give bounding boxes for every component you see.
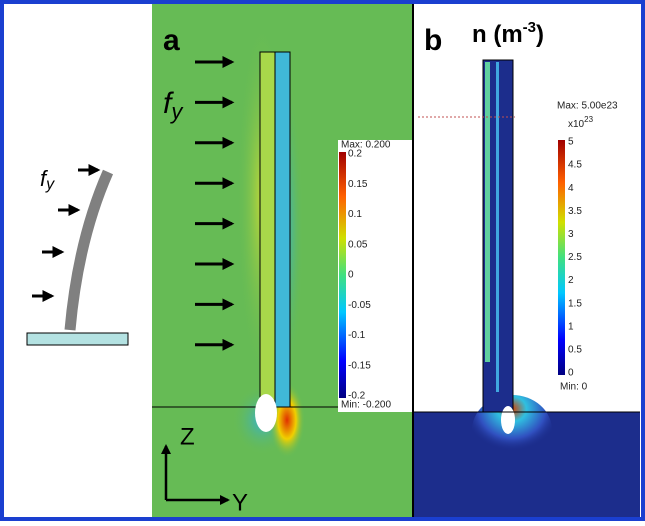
colorbar-tick: 0.5 [568,345,582,356]
colorbar-tick: 4.5 [568,160,582,171]
colorbar-tick: 0.2 [348,149,362,160]
colorbar [339,152,346,398]
panel-letter: b [424,24,442,57]
colorbar-tick: 0.1 [348,209,362,220]
colorbar-tick: 3 [568,229,574,240]
colorbar-tick: 0 [348,270,354,281]
colorbar-max: Max: 5.00e23 [557,101,618,112]
axis-y: Y [232,489,248,516]
colorbar-tick: 1.5 [568,298,582,309]
colorbar-tick: -0.2 [348,391,366,402]
panel-letter: a [163,24,180,57]
axis-z: Z [180,423,195,450]
colorbar-tick: 0.15 [348,179,368,190]
figure: fy a fy Max: 0.200 Min: -0.200 Z Y b n (… [0,0,645,521]
beam-left [260,52,275,407]
colorbar-tick: -0.1 [348,330,366,341]
colorbar-tick: 2.5 [568,252,582,263]
base [27,333,128,345]
singularity [501,406,515,434]
colorbar-tick: 5 [568,137,574,148]
colorbar-tick: -0.05 [348,300,371,311]
accumulation [485,62,490,362]
colorbar-tick: 0 [568,368,574,379]
colorbar-tick: 3.5 [568,206,582,217]
colorbar-tick: 4 [568,183,574,194]
singularity [255,394,277,432]
colorbar-tick: -0.15 [348,360,371,371]
colorbar [558,140,565,375]
colorbar-tick: 1 [568,321,574,332]
accumulation [496,62,499,392]
colorbar-tick: 2 [568,275,574,286]
colorbar-tick: 0.05 [348,239,368,250]
beam-right [275,52,290,407]
colorbar-min: Min: 0 [560,382,588,393]
